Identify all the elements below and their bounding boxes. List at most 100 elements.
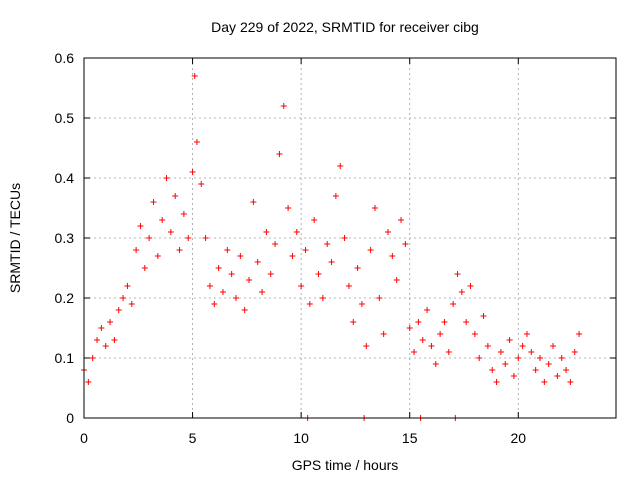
data-point [558, 355, 565, 361]
data-point [267, 271, 274, 277]
data-point [480, 313, 487, 319]
data-point [332, 193, 339, 199]
data-point [250, 199, 257, 205]
y-tick-label: 0.4 [55, 170, 75, 186]
data-point [311, 217, 318, 223]
data-point [419, 337, 426, 343]
data-point [532, 367, 539, 373]
data-point [154, 253, 161, 259]
data-point [94, 337, 101, 343]
data-point [502, 361, 509, 367]
data-point [550, 343, 557, 349]
data-point [484, 343, 491, 349]
data-point [85, 379, 92, 385]
data-point [563, 367, 570, 373]
data-point [176, 247, 183, 253]
data-point [293, 229, 300, 235]
y-tick-label: 0.5 [55, 110, 75, 126]
data-point [172, 193, 179, 199]
data-point [415, 319, 422, 325]
data-point [476, 355, 483, 361]
data-point [393, 277, 400, 283]
data-point [302, 247, 309, 253]
data-point [471, 331, 478, 337]
data-points [81, 73, 583, 421]
data-point [345, 283, 352, 289]
data-point [367, 247, 374, 253]
data-point [354, 265, 361, 271]
y-tick-label: 0 [66, 410, 74, 426]
data-point [276, 151, 283, 157]
data-point [107, 319, 114, 325]
data-point [576, 331, 583, 337]
data-point [519, 343, 526, 349]
data-point [128, 301, 135, 307]
data-point [463, 319, 470, 325]
data-point [441, 319, 448, 325]
data-point [189, 169, 196, 175]
data-point [528, 349, 535, 355]
data-point [198, 181, 205, 187]
data-point [102, 343, 109, 349]
data-point [228, 271, 235, 277]
data-point [380, 331, 387, 337]
data-point [458, 289, 465, 295]
data-point [424, 307, 431, 313]
data-point [146, 235, 153, 241]
y-tick-label: 0.6 [55, 50, 75, 66]
data-point [389, 253, 396, 259]
data-point [454, 271, 461, 277]
data-point [445, 349, 452, 355]
data-point [272, 241, 279, 247]
data-point [506, 337, 513, 343]
data-point [280, 103, 287, 109]
y-tick-label: 0.1 [55, 350, 75, 366]
y-tick-label: 0.3 [55, 230, 75, 246]
data-point [371, 205, 378, 211]
data-point [115, 307, 122, 313]
data-point [328, 259, 335, 265]
data-point [337, 163, 344, 169]
x-tick-label: 15 [402, 430, 418, 446]
data-point [254, 259, 261, 265]
data-point [285, 205, 292, 211]
data-point [141, 265, 148, 271]
data-point [319, 295, 326, 301]
data-point [185, 235, 192, 241]
data-point [163, 175, 170, 181]
y-axis: 0 0.1 0.2 0.3 0.4 0.5 0.6 [55, 50, 616, 426]
data-point [376, 295, 383, 301]
data-point [358, 301, 365, 307]
data-point [306, 301, 313, 307]
data-point [206, 283, 213, 289]
data-point [111, 337, 118, 343]
x-tick-label: 0 [80, 430, 88, 446]
data-point [406, 325, 413, 331]
data-point [237, 253, 244, 259]
data-point [241, 307, 248, 313]
data-point [567, 379, 574, 385]
y-axis-label: SRMTID / TECUs [7, 183, 23, 293]
grid-layer [84, 58, 616, 418]
x-tick-label: 5 [189, 430, 197, 446]
data-point [398, 217, 405, 223]
data-point [541, 379, 548, 385]
chart-title: Day 229 of 2022, SRMTID for receiver cib… [211, 19, 479, 35]
data-point [150, 199, 157, 205]
data-point [515, 355, 522, 361]
data-point [98, 325, 105, 331]
x-tick-label: 10 [293, 430, 309, 446]
data-point [120, 295, 127, 301]
x-axis-label: GPS time / hours [292, 457, 399, 473]
data-point [411, 349, 418, 355]
data-point [159, 217, 166, 223]
data-point [545, 361, 552, 367]
data-point [497, 349, 504, 355]
data-point [133, 247, 140, 253]
data-point [537, 355, 543, 361]
data-point [263, 229, 270, 235]
data-point [224, 247, 231, 253]
data-point [571, 349, 578, 355]
data-point [324, 241, 331, 247]
